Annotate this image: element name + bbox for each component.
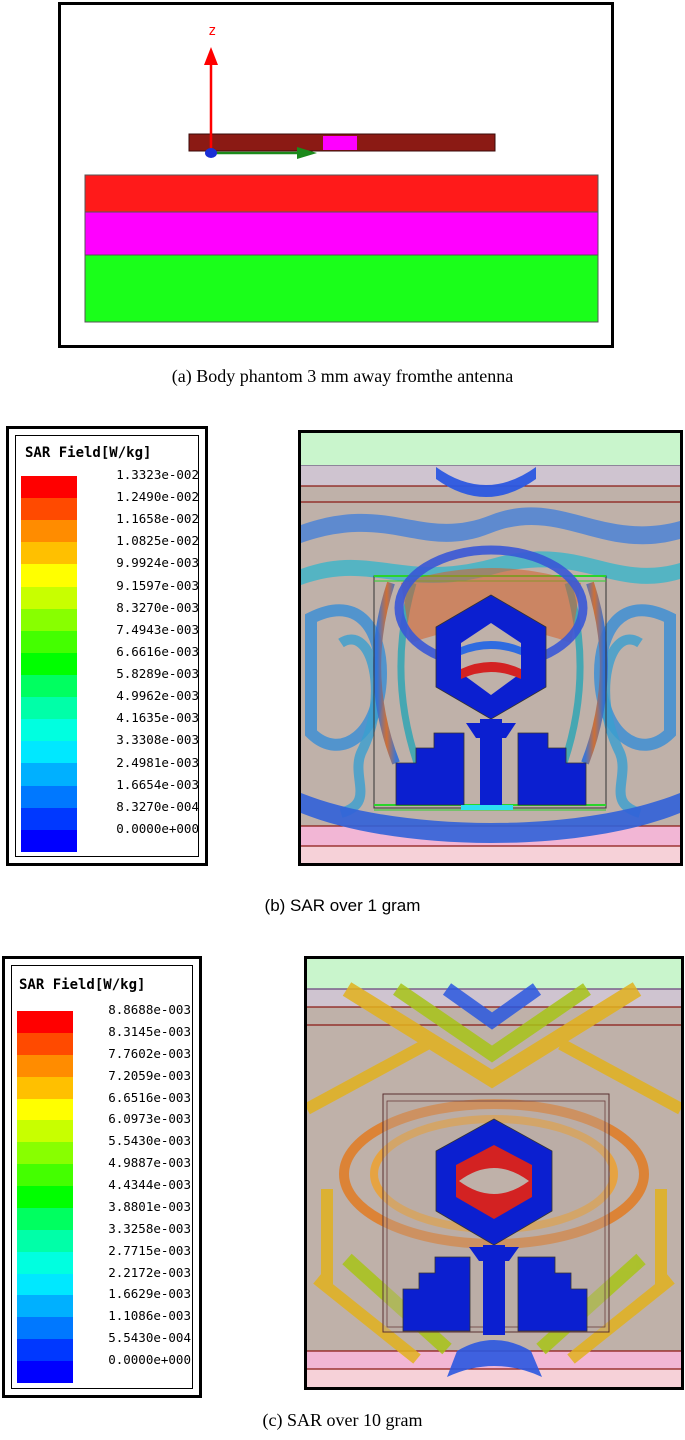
legend-1g-frame xyxy=(15,435,199,857)
caption-a: (a) Body phantom 3 mm away fromthe anten… xyxy=(171,366,514,386)
phantom-side-view: z xyxy=(84,23,599,323)
axis-origin xyxy=(205,148,217,158)
legend-10g-swatch xyxy=(17,1361,73,1383)
legend-10g-swatch xyxy=(17,1186,73,1208)
z-axis-label: z xyxy=(208,23,216,39)
legend-10g-tick-label: 2.7715e-003 xyxy=(108,1242,191,1258)
legend-1g-title: SAR Field[W/kg] xyxy=(25,445,152,461)
sar-1g-plot xyxy=(298,430,683,866)
legend-1g-tick-label: 4.1635e-003 xyxy=(116,710,199,726)
caption-c: (c) SAR over 10 gram xyxy=(262,1410,423,1430)
legend-10g-swatch xyxy=(17,1032,73,1055)
legend-10g-tick-label: 4.9887e-003 xyxy=(108,1155,191,1171)
legend-1g-tick-label: 8.3270e-004 xyxy=(116,798,199,814)
skin-layer-top xyxy=(307,959,681,989)
legend-1g-tick-label: 1.1658e-002 xyxy=(116,511,199,527)
z-axis-arrowhead xyxy=(204,47,218,65)
caption-b: (b) SAR over 1 gram xyxy=(264,896,421,915)
legend-10g-swatch xyxy=(17,1164,73,1186)
legend-1g-swatch xyxy=(21,785,77,808)
legend-10g-tick-label: 8.8688e-003 xyxy=(108,1002,191,1017)
legend-10g-swatch xyxy=(17,1011,73,1033)
skin-layer-top xyxy=(301,433,680,466)
phantom-layer-middle xyxy=(84,211,599,256)
legend-10g-frame xyxy=(11,965,193,1389)
antenna-ground-left xyxy=(395,732,465,806)
legend-10g-swatch xyxy=(17,1229,73,1252)
legend-10g-tick-label: 7.2059e-003 xyxy=(108,1067,191,1083)
legend-10g-swatch xyxy=(17,1295,73,1318)
legend-10g-swatch xyxy=(17,1142,73,1165)
legend-1g-ticks: 1.3323e-002 1.2490e-002 1.1658e-002 1.0825e… xyxy=(79,467,199,866)
legend-10g-tick-label: 0.0000e+000 xyxy=(108,1352,191,1368)
legend-1g-swatch xyxy=(21,498,77,521)
phantom-layer-top xyxy=(84,174,599,213)
sar-10g-plot xyxy=(304,956,684,1390)
legend-1g-swatch xyxy=(21,586,77,609)
figure-a: z xyxy=(58,2,614,348)
legend-1g-tick-label: 3.3308e-003 xyxy=(116,732,199,748)
legend-10g-swatch xyxy=(17,1317,73,1340)
y-axis-arrowhead xyxy=(297,147,317,159)
legend-1g-swatch xyxy=(21,829,77,852)
legend-10g-tick-label: 2.2172e-003 xyxy=(108,1264,191,1280)
legend-10g-colorbar xyxy=(17,1011,73,1383)
antenna-ground-right xyxy=(517,1256,588,1332)
legend-1g: SAR Field[W/kg] 1.3323e-002 1.2490e-002 1.… xyxy=(6,426,208,866)
legend-1g-swatch xyxy=(21,674,77,698)
legend-1g-tick-label: 0.0000e+000 xyxy=(116,820,199,836)
legend-10g-swatch xyxy=(17,1054,73,1077)
legend-10g-swatch xyxy=(17,1207,73,1230)
legend-10g: SAR Field[W/kg] 8.8688e-003 8.3145e-003 7.… xyxy=(2,956,202,1398)
legend-1g-swatch xyxy=(21,807,77,830)
antenna-port xyxy=(323,136,357,150)
legend-1g-tick-label: 1.3323e-002 xyxy=(116,467,199,482)
legend-1g-swatch xyxy=(21,564,77,587)
legend-1g-swatch xyxy=(21,697,77,720)
legend-1g-tick-label: 1.6654e-003 xyxy=(116,776,199,792)
antenna-ground-right xyxy=(517,732,587,806)
legend-1g-swatch xyxy=(21,476,77,499)
legend-1g-tick-label: 6.6616e-003 xyxy=(116,643,199,659)
legend-10g-tick-label: 8.3145e-003 xyxy=(108,1023,191,1039)
legend-1g-tick-label: 8.3270e-003 xyxy=(116,599,199,615)
antenna-ground-left xyxy=(402,1256,471,1332)
legend-1g-tick-label: 2.4981e-003 xyxy=(116,754,199,770)
legend-1g-swatch xyxy=(21,630,77,653)
legend-10g-tick-label: 3.8801e-003 xyxy=(108,1198,191,1214)
legend-1g-tick-label: 9.9924e-003 xyxy=(116,555,199,571)
legend-10g-tick-label: 7.7602e-003 xyxy=(108,1045,191,1061)
legend-1g-tick-label: 7.4943e-003 xyxy=(116,621,199,637)
legend-1g-swatch xyxy=(21,763,77,786)
legend-1g-swatch xyxy=(21,520,77,543)
legend-10g-swatch xyxy=(17,1098,73,1121)
legend-1g-tick-label: 4.9962e-003 xyxy=(116,688,199,704)
legend-1g-tick-label: 1.0825e-002 xyxy=(116,533,199,549)
legend-1g-swatch xyxy=(21,652,77,675)
legend-10g-tick-label: 1.6629e-003 xyxy=(108,1286,191,1302)
legend-10g-swatch xyxy=(17,1120,73,1143)
legend-10g-tick-label: 3.3258e-003 xyxy=(108,1220,191,1236)
legend-10g-tick-label: 1.1086e-003 xyxy=(108,1308,191,1324)
legend-1g-swatch xyxy=(21,741,77,764)
legend-10g-swatch xyxy=(17,1251,73,1274)
legend-10g-tick-label: 5.5430e-003 xyxy=(108,1133,191,1149)
legend-10g-tick-label: 5.5430e-004 xyxy=(108,1330,191,1346)
legend-1g-tick-label: 1.2490e-002 xyxy=(116,489,199,505)
legend-10g-swatch xyxy=(17,1273,73,1296)
phantom-layer-bottom xyxy=(84,254,599,323)
legend-10g-tick-label: 6.6516e-003 xyxy=(108,1089,191,1105)
legend-1g-swatch xyxy=(21,542,77,565)
legend-1g-tick-label: 5.8289e-003 xyxy=(116,666,199,682)
legend-10g-tick-label: 6.0973e-003 xyxy=(108,1111,191,1127)
legend-1g-tick-label: 9.1597e-003 xyxy=(116,577,199,593)
legend-10g-tick-label: 4.4344e-003 xyxy=(108,1177,191,1193)
legend-10g-swatch xyxy=(17,1339,73,1361)
legend-1g-swatch xyxy=(21,719,77,742)
legend-1g-colorbar xyxy=(21,476,77,852)
legend-10g-title: SAR Field[W/kg] xyxy=(19,977,146,993)
legend-10g-ticks: 8.8688e-003 8.3145e-003 7.7602e-003 7.2059e… xyxy=(75,1002,191,1396)
legend-1g-swatch xyxy=(21,608,77,631)
legend-10g-swatch xyxy=(17,1076,73,1099)
